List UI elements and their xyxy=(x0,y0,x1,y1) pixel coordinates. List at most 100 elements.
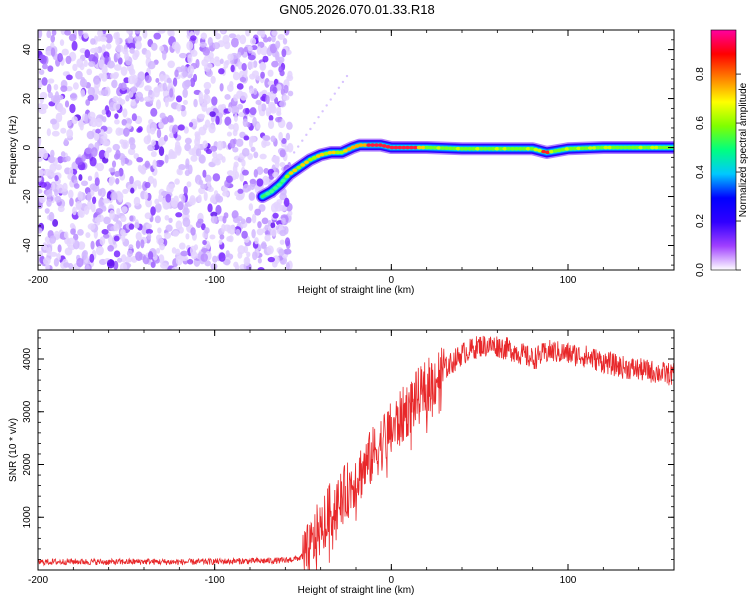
noise-blob xyxy=(75,200,83,209)
noise-blob xyxy=(252,251,258,261)
noise-blob xyxy=(270,202,279,213)
noise-blob xyxy=(95,208,103,215)
noise-blob xyxy=(236,51,242,58)
noise-blob xyxy=(212,30,218,36)
noise-blob xyxy=(272,255,280,265)
noise-blob xyxy=(177,201,184,211)
noise-streak-dot xyxy=(341,80,345,84)
noise-blob xyxy=(86,130,95,140)
noise-blob xyxy=(270,222,276,229)
noise-blob xyxy=(190,49,198,57)
noise-blob xyxy=(163,232,171,239)
noise-blob xyxy=(111,79,118,89)
noise-blob xyxy=(285,132,291,141)
noise-blob xyxy=(72,82,79,90)
noise-blob xyxy=(147,251,154,260)
y-tick-label: 3000 xyxy=(22,400,33,423)
noise-blob xyxy=(265,95,270,105)
ridge-hotspot xyxy=(541,149,547,154)
noise-blob xyxy=(240,218,246,225)
noise-blob xyxy=(149,127,156,135)
noise-blob xyxy=(250,146,256,153)
noise-blob xyxy=(93,132,100,142)
y-tick-label: 20 xyxy=(22,93,33,105)
noise-blob xyxy=(243,69,248,79)
noise-blob xyxy=(160,262,168,269)
noise-blob xyxy=(257,221,262,229)
noise-blob xyxy=(94,177,100,187)
ridge-hotspot xyxy=(494,146,500,151)
ridge-hotspot xyxy=(331,150,337,155)
noise-blob xyxy=(204,260,211,267)
noise-blob xyxy=(69,223,75,229)
noise-blob xyxy=(259,153,267,160)
noise-blob xyxy=(272,155,280,161)
ridge-hotspot xyxy=(646,145,651,150)
noise-blob xyxy=(214,56,220,62)
noise-blob xyxy=(47,78,55,84)
ridge-hotspot xyxy=(436,146,442,150)
ridge-hotspot xyxy=(327,150,333,155)
noise-blob xyxy=(241,169,249,176)
noise-blob xyxy=(64,100,70,108)
noise-blob xyxy=(97,30,104,37)
noise-blob xyxy=(171,127,177,135)
noise-blob xyxy=(117,193,123,203)
noise-blob xyxy=(185,233,190,240)
x-tick-label: 0 xyxy=(389,275,395,286)
noise-blob xyxy=(167,115,174,123)
noise-blob xyxy=(38,194,46,204)
noise-blob xyxy=(91,196,97,204)
noise-blob xyxy=(66,129,74,139)
noise-blob xyxy=(156,247,161,254)
noise-blob xyxy=(278,131,283,141)
noise-blob xyxy=(287,210,293,217)
noise-blob xyxy=(210,211,218,217)
noise-blob xyxy=(49,251,58,257)
noise-blob xyxy=(218,252,226,262)
ridge-hotspot xyxy=(362,143,368,147)
noise-blob xyxy=(69,103,76,114)
noise-blob xyxy=(261,241,267,250)
ridge-hotspot xyxy=(642,145,648,150)
ridge-hotspot xyxy=(556,148,562,153)
ridge-hotspot xyxy=(533,147,539,152)
ridge-hotspot xyxy=(502,146,508,151)
noise-blob xyxy=(97,188,103,196)
noise-blob xyxy=(168,148,174,157)
noise-blob xyxy=(80,180,89,187)
noise-blob xyxy=(101,109,106,115)
noise-blob xyxy=(117,57,123,65)
noise-blob xyxy=(68,33,77,42)
colorbar-label: Normalized spectral amplitude xyxy=(738,82,749,217)
noise-blob xyxy=(55,112,63,123)
noise-blob xyxy=(129,68,136,76)
noise-blob xyxy=(152,178,157,188)
ridge-hotspot xyxy=(269,189,274,194)
noise-blob xyxy=(154,198,160,205)
noise-blob xyxy=(167,30,173,37)
noise-blob xyxy=(279,229,287,237)
colorbar-scale xyxy=(710,29,737,271)
noise-blob xyxy=(83,59,88,67)
noise-blob xyxy=(169,88,174,98)
ridge-hotspot xyxy=(393,145,399,150)
noise-blob xyxy=(105,33,113,44)
noise-blob xyxy=(119,262,128,270)
noise-blob xyxy=(77,210,83,218)
noise-blob xyxy=(241,159,246,167)
noise-blob xyxy=(38,169,44,176)
noise-blob xyxy=(212,173,221,182)
noise-blob xyxy=(211,96,218,106)
ridge-hotspot xyxy=(576,146,581,151)
noise-blob xyxy=(186,181,192,188)
noise-blob xyxy=(54,175,59,182)
noise-blob xyxy=(151,139,156,146)
noise-blob xyxy=(254,237,259,245)
noise-blob xyxy=(75,70,83,80)
noise-blob xyxy=(150,107,158,117)
noise-blob xyxy=(279,100,287,108)
noise-blob xyxy=(262,135,271,141)
noise-blob xyxy=(222,215,227,224)
